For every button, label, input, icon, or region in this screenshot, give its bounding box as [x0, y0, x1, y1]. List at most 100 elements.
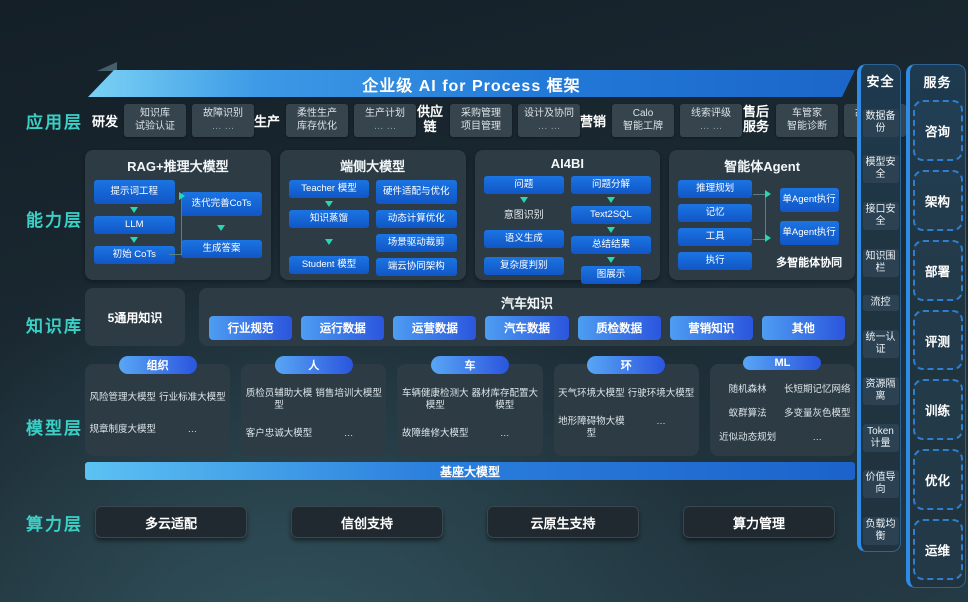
app-box: 知识库 试验认证: [124, 103, 187, 137]
agent-node: 单Agent执行: [779, 188, 839, 212]
edge-left-column: Teacher 模型 知识蒸馏 Student 模型: [288, 180, 370, 276]
app-box: 设计及协同 … …: [518, 103, 581, 137]
model-group-tag: 环: [587, 356, 666, 374]
model-items: 随机森林 长短期记忆网络 蚁群算法 多变量灰色模型 近似动态规划 …: [714, 376, 851, 452]
knowledge-pill: 质检数据: [577, 316, 661, 340]
edge-node: 硬件适配与优化: [375, 180, 457, 204]
app-box-line: … …: [537, 121, 561, 132]
panel-title: 智能体Agent: [724, 159, 801, 174]
security-item: 流控: [862, 295, 899, 312]
app-box-line: 故障识别: [203, 107, 244, 119]
compute-layer-row: 多云适配 信创支持 云原生支持 算力管理: [95, 506, 835, 538]
service-item: 运维: [912, 519, 963, 581]
app-group-label: 售后服务: [743, 104, 770, 134]
security-rail: 安全 数据备份 模型安全 接口安全 知识围栏 流控 统一认证 资源隔离 Toke…: [857, 64, 901, 552]
agent-columns: 推理规划 记忆 工具 执行 单Agent执行 单Agent执行 多智能体协同: [677, 180, 847, 270]
ai4bi-left-column: 问题 意图识别 语义生成 复杂度判别: [483, 176, 565, 284]
app-box-line: 采购管理: [461, 107, 502, 119]
compute-item: 信创支持: [291, 506, 443, 538]
model-item: 长短期记忆网络: [783, 384, 851, 396]
app-box-line: 知识库: [140, 107, 171, 119]
general-knowledge-panel: 5通用知识: [85, 288, 185, 346]
banner-fold-decoration: [97, 62, 117, 71]
model-item: 故障维修大模型: [401, 428, 469, 439]
security-item: 知识围栏: [862, 248, 899, 277]
arrow-right-icon: [765, 234, 772, 242]
model-item: …: [343, 428, 354, 439]
agent-right-column: 单Agent执行 单Agent执行 多智能体协同: [772, 180, 846, 270]
arrow-down-icon: [519, 196, 528, 203]
service-item: 训练: [912, 379, 963, 441]
edge-node: Student 模型: [288, 255, 370, 274]
knowledge-pill: 其他: [761, 316, 845, 340]
app-box-line: Calo: [632, 107, 654, 119]
connector-line: [753, 194, 767, 240]
service-item: 评测: [912, 309, 963, 371]
model-group-vehicle: 车 车辆健康检测大模型 器材库存配置大模型 故障维修大模型 …: [397, 356, 543, 456]
agent-node: 推理规划: [678, 180, 753, 198]
security-header: 安全: [866, 74, 895, 89]
app-box-line: 车管家: [792, 107, 823, 119]
compute-item: 云原生支持: [487, 506, 639, 538]
model-item: 风险管理大模型: [89, 392, 157, 404]
app-box-line: 智能工牌: [623, 121, 664, 132]
panel-title: AI4BI: [550, 156, 584, 171]
app-box-line: 项目管理: [461, 121, 502, 132]
security-item: 接口安全: [862, 202, 899, 231]
layer-label-app: 应用层: [26, 113, 83, 132]
arrow-down-icon: [130, 207, 139, 213]
page-title: 企业级 AI for Process 框架: [88, 70, 855, 97]
knowledge-pill: 营销知识: [669, 316, 753, 340]
app-box: 柔性生产 库存优化: [286, 103, 349, 137]
app-box: 生产计划 … …: [354, 103, 417, 137]
arrow-down-icon: [130, 236, 139, 243]
panel-ai4bi: AI4BI 问题 意图识别 语义生成 复杂度判别 问题分解 Text2SQL 总…: [474, 150, 661, 284]
app-group-label: 生产: [254, 113, 281, 129]
arrow-down-icon: [217, 225, 226, 231]
ai4bi-text: 意图识别: [503, 209, 544, 221]
model-group-person: 人 质检员辅助大模型 销售培训大模型 客户忠诚大模型 …: [241, 356, 387, 456]
security-item: Token计量: [862, 423, 899, 452]
app-box-line: 线索评级: [691, 107, 732, 119]
security-item: 价值导向: [862, 470, 899, 499]
knowledge-pill: 运营数据: [393, 316, 477, 340]
app-box-line: … …: [211, 121, 235, 132]
services-rail: 服务 咨询 架构 部署 评测 训练 优化 运维: [906, 64, 966, 588]
rag-columns: 提示词工程 LLM 初始 CoTs 迭代完善CoTs 生成答案: [93, 180, 263, 264]
auto-knowledge-title: 汽车知识: [500, 296, 553, 311]
application-layer-row: 研发 知识库 试验认证 故障识别 … … 生产 柔性生产 库存优化 生产计划 ……: [92, 98, 907, 142]
model-items: 风险管理大模型 行业标准大模型 规章制度大模型 …: [89, 376, 226, 452]
app-box-line: … …: [699, 121, 723, 132]
model-items: 质检员辅助大模型 销售培训大模型 客户忠诚大模型 …: [245, 376, 382, 452]
model-item: 器材库存配置大模型: [471, 388, 539, 411]
layer-label-compute: 算力层: [26, 515, 83, 534]
model-item: 天气环境大模型: [558, 388, 625, 400]
rag-step: 迭代完善CoTs: [181, 192, 262, 216]
rag-left-column: 提示词工程 LLM 初始 CoTs: [94, 180, 175, 264]
arrow-down-icon: [325, 200, 333, 207]
panel-title: 端侧大模型: [340, 159, 406, 174]
app-box-line: … …: [373, 121, 397, 132]
model-group-tag: ML: [743, 356, 822, 370]
model-item: 近似动态规划: [719, 432, 777, 444]
edge-node: 动态计算优化: [375, 210, 457, 228]
model-item: 随机森林: [728, 384, 767, 396]
ai4bi-node: 语义生成: [483, 229, 565, 248]
rag-right-column: 迭代完善CoTs 生成答案: [181, 180, 262, 264]
agent-caption: 多智能体协同: [776, 257, 843, 269]
compute-item: 多云适配: [95, 506, 247, 538]
layer-label-knowledge: 知识库: [26, 317, 83, 336]
app-box-line: 试验认证: [135, 121, 176, 132]
ai4bi-node: 总结结果: [570, 235, 652, 254]
knowledge-pill: 汽车数据: [485, 316, 569, 340]
app-box: 车管家 智能诊断: [776, 103, 839, 137]
ai4bi-columns: 问题 意图识别 语义生成 复杂度判别 问题分解 Text2SQL 总结结果 图展…: [483, 176, 653, 284]
app-box-line: 智能诊断: [787, 121, 828, 132]
ai4bi-node: 问题: [483, 176, 565, 194]
connector-line: [169, 196, 182, 255]
arrow-down-icon: [606, 226, 615, 233]
ai4bi-node: 问题分解: [570, 176, 652, 194]
security-item: 资源隔离: [862, 376, 899, 405]
app-box: 故障识别 … …: [192, 103, 255, 137]
model-item: 客户忠诚大模型: [245, 428, 313, 439]
